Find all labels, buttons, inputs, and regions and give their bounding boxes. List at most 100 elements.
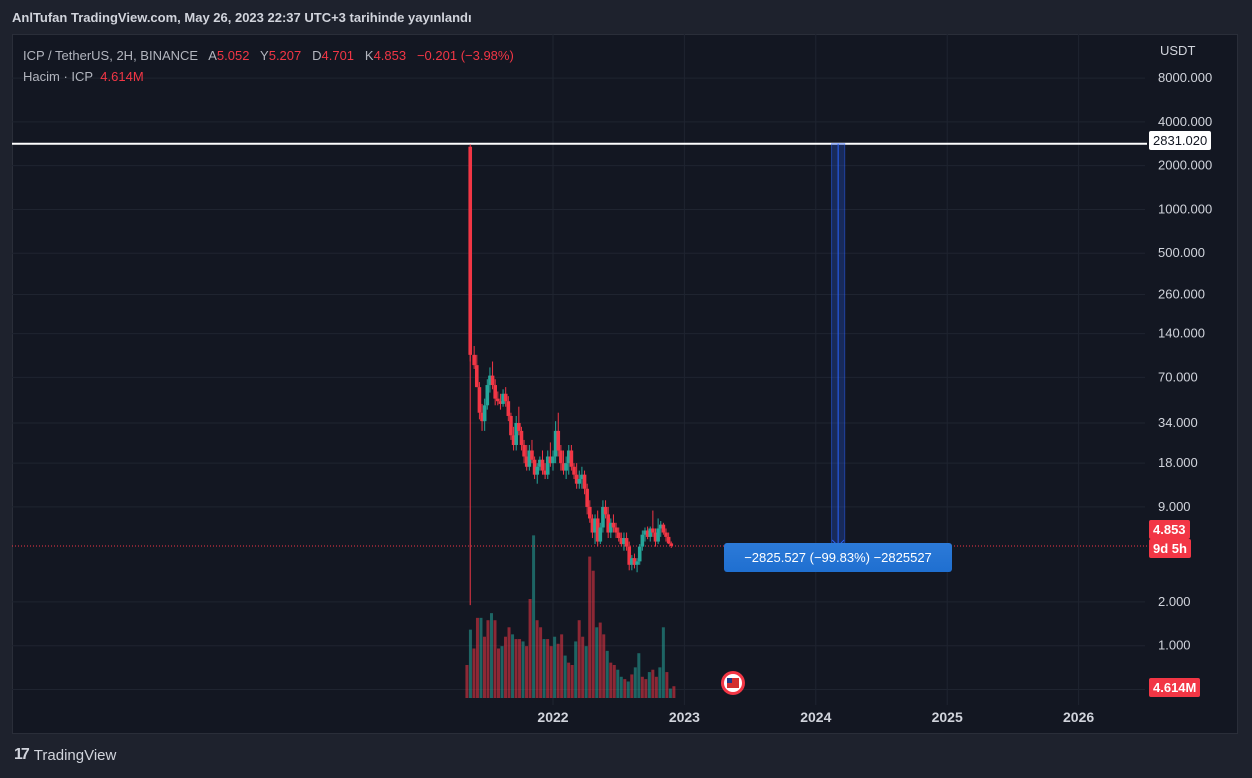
candle-body [472,354,476,366]
volume-bar [497,648,501,698]
candle-body [569,450,574,467]
high-label: Y [260,48,269,63]
candle-body [587,506,592,519]
volume-bar [507,627,511,698]
volume-bar [493,620,497,698]
candle-body [653,532,658,542]
candle-body [577,479,582,484]
volume-bar [591,570,595,698]
candle-body [598,527,603,542]
candle-body [561,463,566,471]
year-tick-label: 2026 [1063,709,1094,725]
volume-bar [528,599,532,698]
candle-body [524,456,529,467]
candle-body [566,450,571,464]
candle-body [490,375,495,386]
symbol-title[interactable]: ICP / TetherUS, 2H, BINANCE [23,48,199,63]
candle-body [498,401,503,404]
volume-bar [563,655,567,698]
candle-body [611,522,616,528]
candle-body [606,514,610,533]
measure-label[interactable]: −2825.527 (−99.83%) −2825527 [724,543,952,572]
candle-body [619,538,624,545]
footer-branding[interactable]: 17 TradingView [14,746,116,764]
candle-body [590,518,595,533]
volume-bar [546,639,550,698]
candle-body [664,532,668,537]
price-tick-label: 8000.000 [1158,70,1212,85]
candle-body [595,518,600,542]
candle-body [656,528,660,542]
volume-bar [630,674,634,698]
volume-bar [542,639,546,698]
candle-body [585,488,589,507]
volume-bar [595,627,599,698]
volume-bar [612,665,616,698]
candle-body [624,538,629,547]
candle-body [658,524,663,529]
volume-bar [514,639,518,698]
volume-bar [665,672,669,698]
volume-bar [472,648,476,698]
volume-bar [588,556,592,698]
volume-bar [633,667,637,698]
candle-body [666,536,671,544]
volume-bar [654,676,658,698]
candle-body [593,518,597,533]
candle-body [564,463,568,471]
volume-bar [525,646,529,698]
volume-bar [581,636,585,698]
candle-body [582,474,587,489]
chart-panel[interactable] [12,34,1238,734]
volume-bar [619,676,623,698]
volume-bar [602,634,606,698]
candle-body [609,522,613,533]
candle-body [517,422,521,431]
candle-body [535,466,540,475]
volume-bar [556,643,560,698]
candle-body [474,365,479,388]
open-value: 5.052 [216,48,250,63]
volume-bar [567,662,571,698]
volume-bar [482,636,486,698]
volume-bar [521,641,525,698]
volume-bar [584,646,588,698]
volume-bar [609,662,613,698]
volume-bar [570,665,574,698]
volume-bar [626,681,630,698]
candle-body [527,450,532,467]
volume-bar [504,636,508,698]
candle-body [468,296,473,355]
volume-bar [574,641,578,698]
price-tick-label: 1.000 [1158,638,1191,653]
volume-bar [479,617,483,698]
candle-body [651,528,655,533]
volume-bar [672,686,676,698]
low-label: D [312,48,322,63]
candle-body [635,561,639,565]
footer-brand-name: TradingView [33,746,117,764]
price-tick-label: 2.000 [1158,594,1191,609]
candle-body [506,401,511,416]
candle-body [496,398,500,402]
candle-body [574,474,579,484]
volume-bar [651,669,655,698]
candle-body [501,393,505,404]
volume-label[interactable]: Hacim · ICP [23,69,94,84]
volume-bar [465,665,469,698]
last-price-badge: 4.853 [1149,520,1190,539]
price-tick-label: 70.000 [1158,369,1198,384]
candle-body [556,430,561,451]
volume-bar [475,617,479,698]
candle-body [488,375,492,386]
volume-bar [486,620,490,698]
candle-body [572,466,576,475]
candle-body [482,405,487,422]
high-value: 5.207 [268,48,302,63]
ohlc-row: ICP / TetherUS, 2H, BINANCE A5.052 Y5.20… [23,45,514,66]
candle-body [637,546,642,562]
candle-body [645,530,650,537]
candle-body [477,387,482,413]
volume-bar [616,669,620,698]
